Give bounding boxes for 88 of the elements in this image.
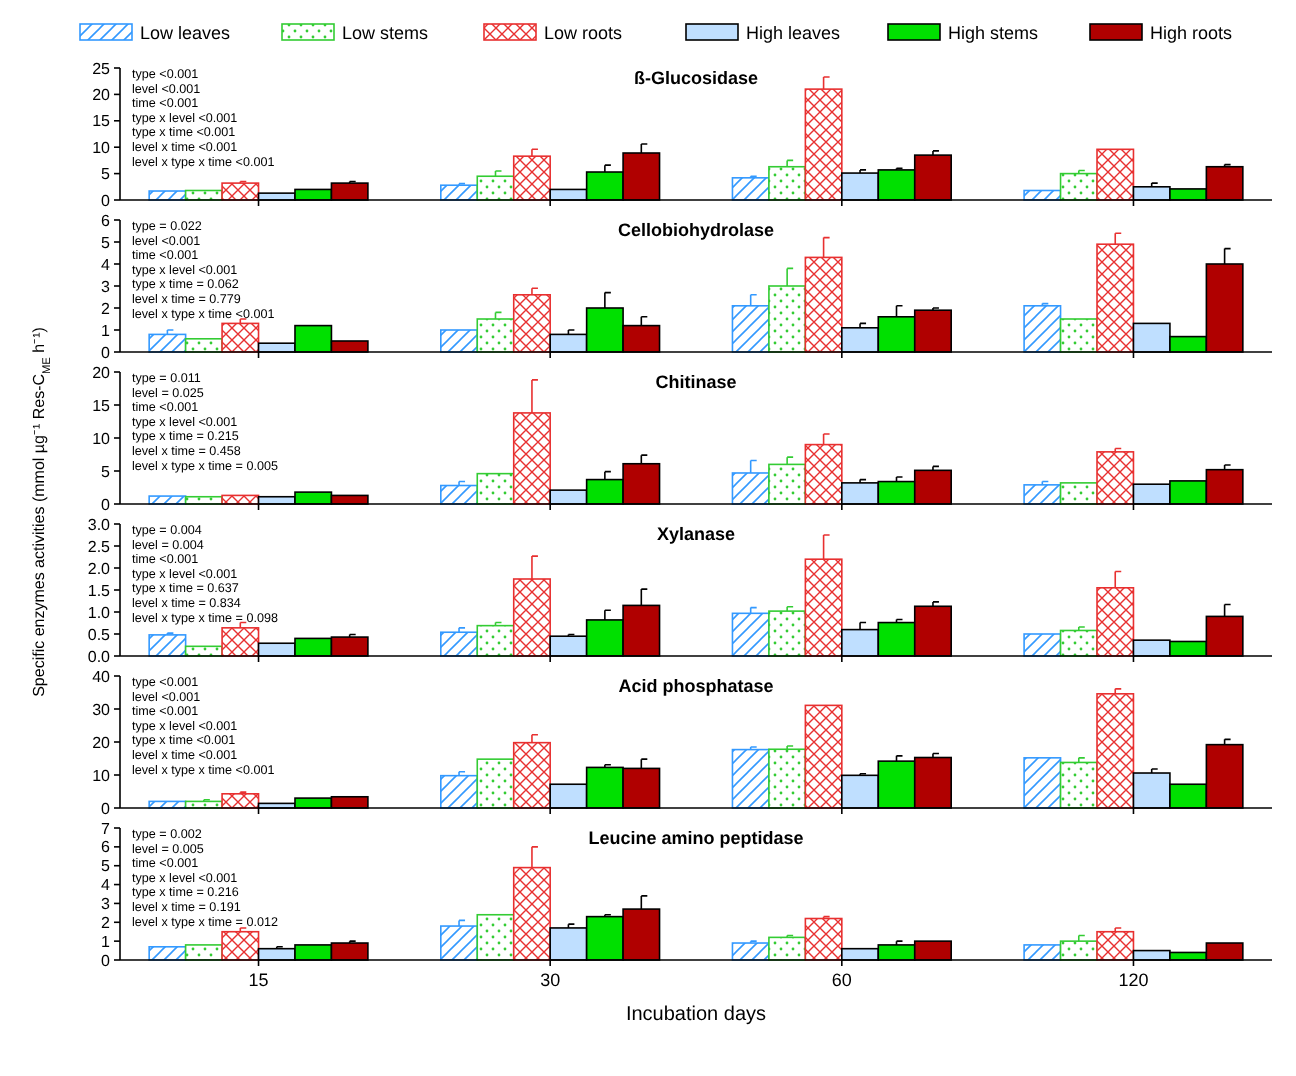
chart-title: Leucine amino peptidase [588,828,804,848]
y-tick-label: 1 [101,321,112,340]
bar [512,294,551,353]
bar [221,182,260,201]
y-tick-label: 5 [101,233,112,252]
bar [768,165,807,201]
x-tick-label: 120 [1118,970,1149,990]
chart-title: ß-Glucosidase [633,68,759,88]
y-tick-label: 40 [92,667,112,686]
y-tick-label: 2 [101,299,112,318]
bar [512,155,551,201]
bar [476,175,515,201]
bar [221,322,260,353]
y-tick-label: 7 [101,819,112,838]
y-tick-label: 0 [101,799,112,818]
bar [1023,305,1062,353]
bar [804,917,843,961]
bar [440,631,479,657]
y-tick-label: 25 [92,59,112,78]
bar [1096,148,1135,201]
y-tick-label: 10 [92,766,112,785]
bar [768,748,807,809]
chart-title: Chitinase [655,372,737,392]
legend-label: Low roots [544,23,624,43]
y-tick-label: 1.5 [87,581,112,600]
bar [148,634,187,657]
bar [1096,930,1135,961]
y-tick-label: 2.0 [87,559,112,578]
bar [1096,451,1135,505]
y-tick-label: 0 [101,191,112,210]
chart-title: Acid phosphatase [618,676,774,696]
bar [1023,633,1062,657]
y-tick-label: 20 [92,733,112,752]
y-tick-label: 3 [101,277,112,296]
bar [512,741,551,809]
y-tick-label: 20 [92,86,112,104]
bar [731,748,770,809]
y-tick-label: 0.0 [87,647,112,666]
bar [1023,757,1062,809]
x-tick-label: 15 [248,970,269,990]
bar [476,472,515,505]
y-tick-label: 6 [101,211,112,230]
bar [1096,693,1135,809]
x-axis-title: Incubation days [625,1004,767,1026]
y-tick-label: 30 [92,700,112,719]
y-tick-label: 2 [101,913,112,932]
bar [440,925,479,961]
y-tick-label: 10 [92,138,112,157]
y-tick-label: 0 [101,343,112,362]
chart-title: Xylanase [656,524,736,544]
bar [476,758,515,809]
bar [731,612,770,657]
y-tick-label: 6 [101,838,112,857]
bar [1059,761,1098,809]
bar [221,627,260,657]
legend-label: Low leaves [140,23,232,43]
bar [768,610,807,657]
y-tick-label: 15 [92,396,112,415]
y-tick-label: 15 [92,112,112,131]
y-tick-label: 0 [101,495,112,514]
y-tick-label: 10 [92,429,112,448]
legend-label: High stems [948,23,1040,43]
y-tick-label: 1.0 [87,603,112,622]
legend-label: High leaves [746,23,842,43]
y-tick-label: 0 [101,951,112,970]
y-tick-label: 3 [101,895,112,914]
bar [804,704,843,809]
y-tick-label: 5 [101,857,112,876]
y-tick-label: 5 [101,165,112,184]
bar [221,930,260,961]
y-tick-label: 0.5 [87,625,112,644]
y-tick-label: 20 [92,363,112,382]
bar [476,624,515,657]
y-tick-label: 5 [101,462,112,481]
y-tick-label: 4 [101,876,112,895]
x-tick-label: 30 [540,970,561,990]
y-tick-label: 1 [101,932,112,951]
bar [1059,318,1098,353]
y-tick-label: 2.5 [87,537,112,556]
bar [476,318,515,353]
bar [476,913,515,961]
legend-label: High roots [1150,23,1234,43]
legend-label: Low stems [342,23,430,43]
y-tick-label: 4 [101,255,112,274]
bar [768,463,807,505]
x-tick-label: 60 [831,970,852,990]
chart-title: Cellobiohydrolase [617,220,775,240]
y-tick-label: 3.0 [87,515,112,534]
